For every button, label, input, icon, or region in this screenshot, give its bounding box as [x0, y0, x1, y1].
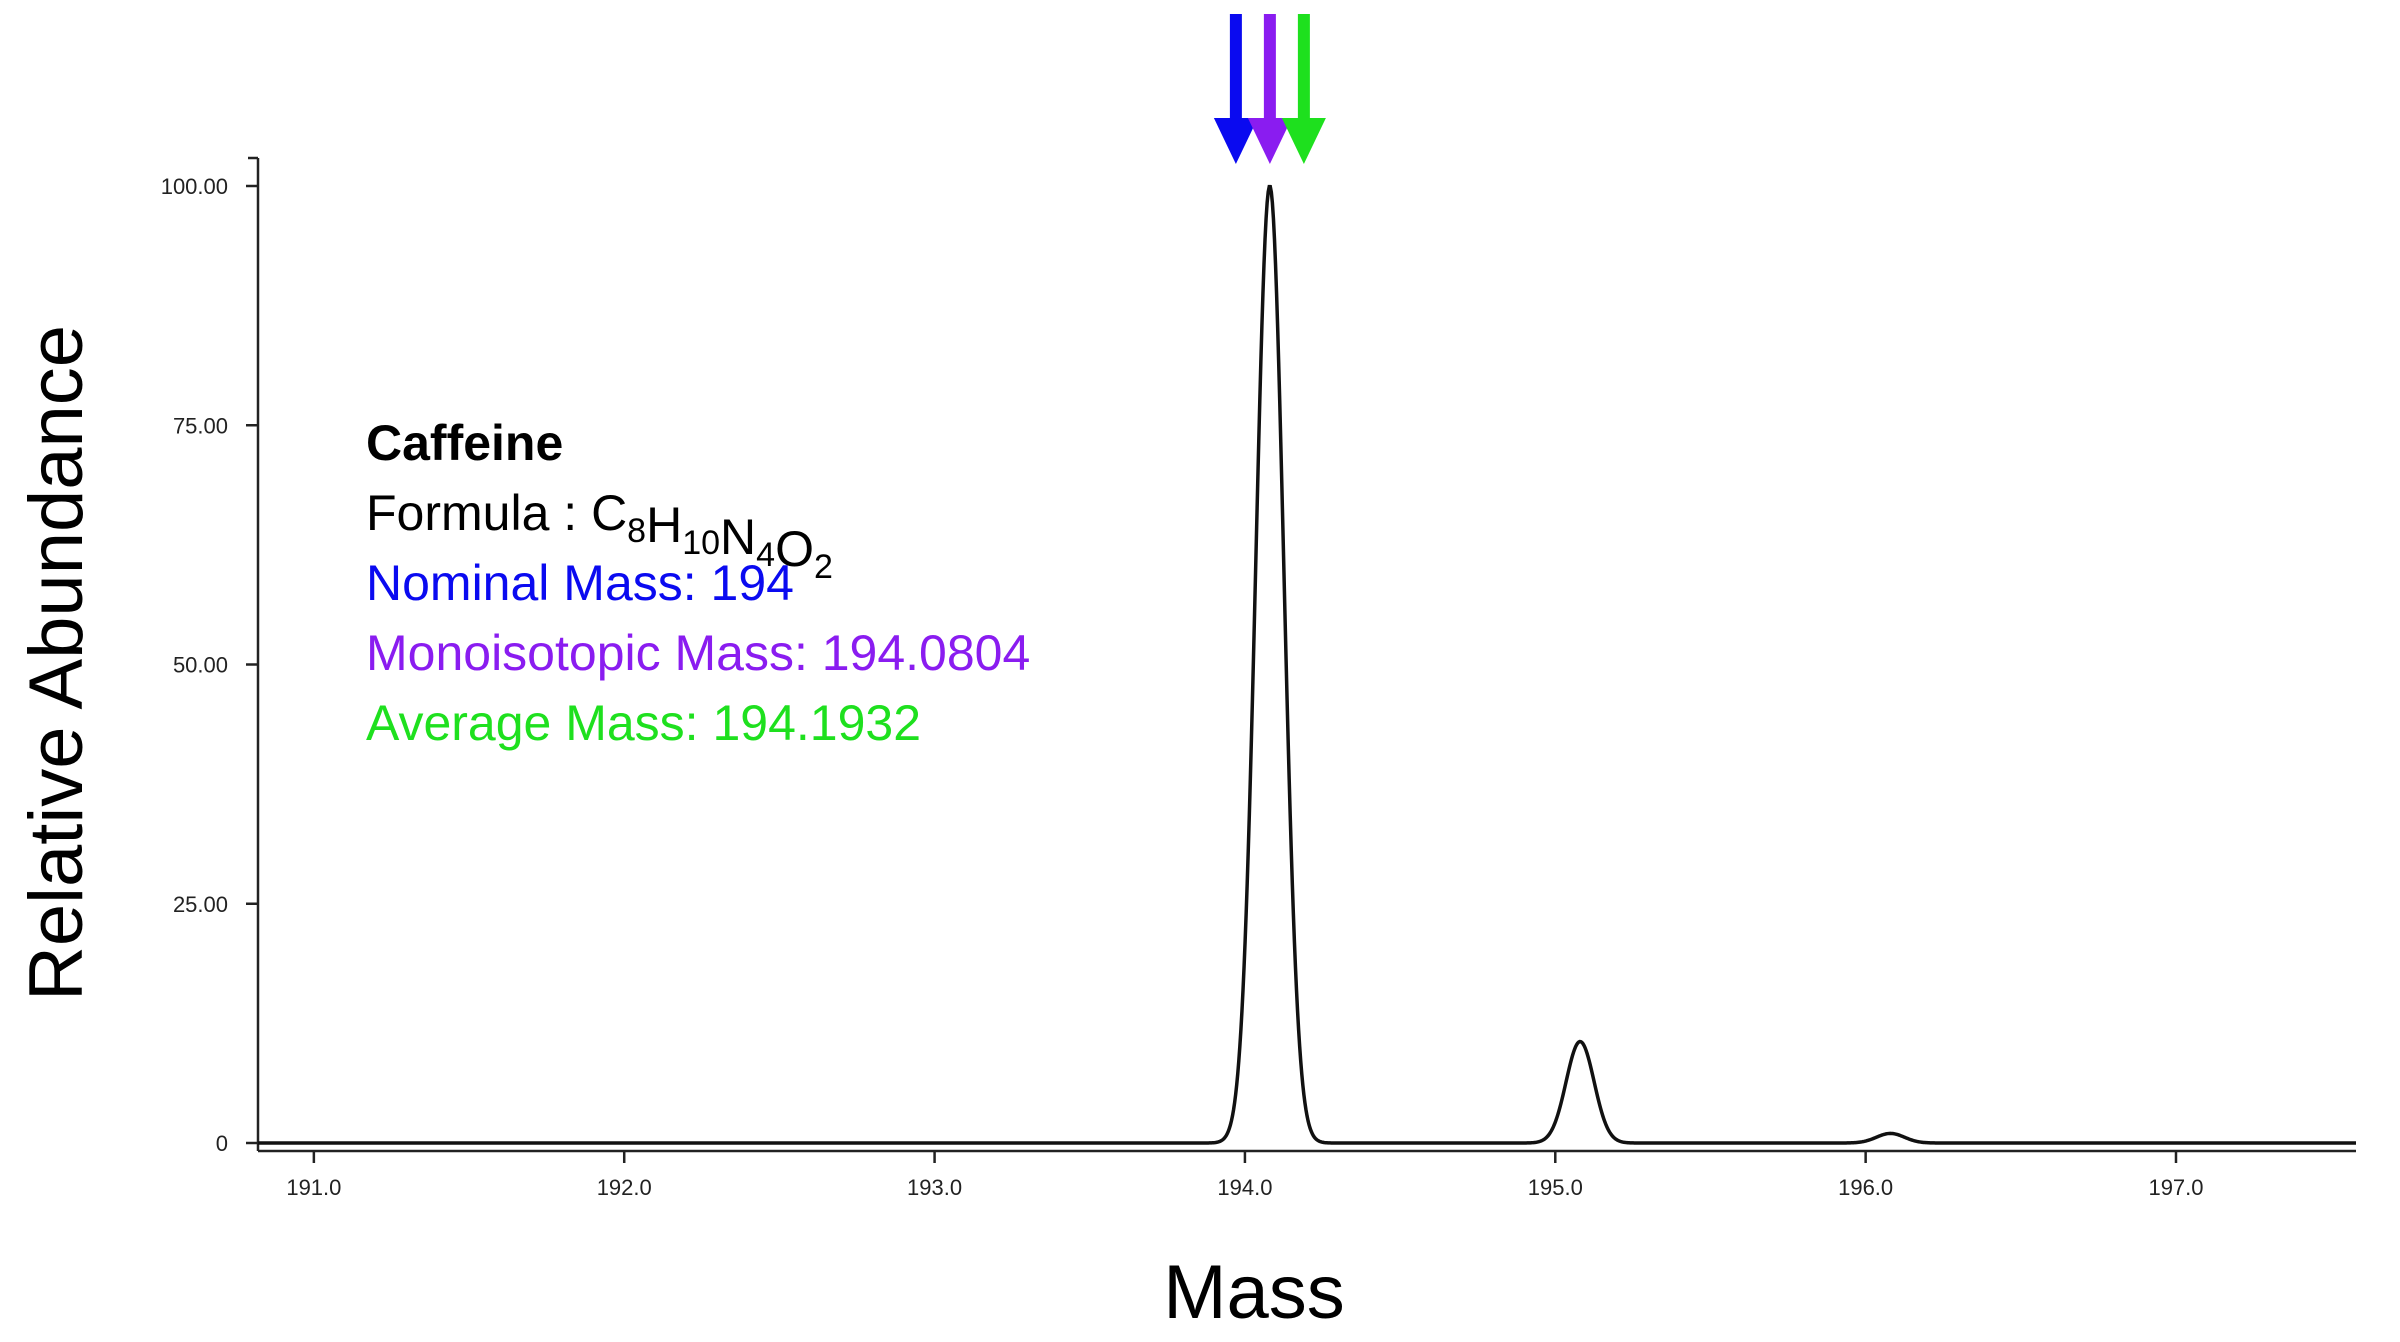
formula-element: N	[720, 509, 756, 565]
average-mass-arrow	[1281, 14, 1326, 164]
formula-subscript: 2	[814, 548, 833, 586]
formula-subscript: 8	[627, 512, 646, 550]
x-tick-label: 192.0	[597, 1175, 652, 1200]
x-tick-label: 194.0	[1217, 1175, 1272, 1200]
y-axis-title: Relative Abundance	[14, 325, 99, 1001]
y-tick-label: 0	[216, 1131, 228, 1156]
x-tick-label: 191.0	[286, 1175, 341, 1200]
formula-element: C	[591, 485, 627, 541]
y-tick-label: 50.00	[173, 653, 228, 678]
mass-arrows	[1213, 14, 1326, 164]
formula-subscript: 4	[756, 536, 775, 574]
y-tick-label: 75.00	[173, 413, 228, 438]
nominal-mass-arrow	[1213, 14, 1258, 164]
formula-subscript: 10	[682, 524, 720, 562]
compound-annotation: Caffeine Formula : C8H10N4O2 Nominal Mas…	[366, 415, 1030, 751]
compound-name: Caffeine	[366, 415, 563, 471]
formula-element: O	[775, 521, 814, 577]
monoisotopic-mass-text: Monoisotopic Mass: 194.0804	[366, 625, 1030, 681]
nominal-mass-text: Nominal Mass: 194	[366, 555, 794, 611]
y-tick-label: 25.00	[173, 892, 228, 917]
x-tick-label: 196.0	[1838, 1175, 1893, 1200]
x-ticks: 191.0 192.0 193.0 194.0 195.0 196.0 197.0	[286, 1151, 2204, 1200]
x-tick-label: 193.0	[907, 1175, 962, 1200]
x-tick-label: 195.0	[1528, 1175, 1583, 1200]
monoisotopic-mass-arrow	[1247, 14, 1292, 164]
y-ticks: 0 25.00 50.00 75.00 100.00	[161, 174, 258, 1156]
formula-prefix: Formula :	[366, 485, 591, 541]
formula-element: H	[646, 497, 682, 553]
x-tick-label: 197.0	[2148, 1175, 2203, 1200]
formula-text: Formula : C8H10N4O2	[366, 485, 833, 586]
average-mass-text: Average Mass: 194.1932	[366, 695, 921, 751]
spectrum-trace	[258, 184, 2356, 1145]
y-tick-label: 100.00	[161, 174, 228, 199]
axes	[248, 156, 2356, 1153]
x-axis-title: Mass	[1163, 1250, 1345, 1335]
